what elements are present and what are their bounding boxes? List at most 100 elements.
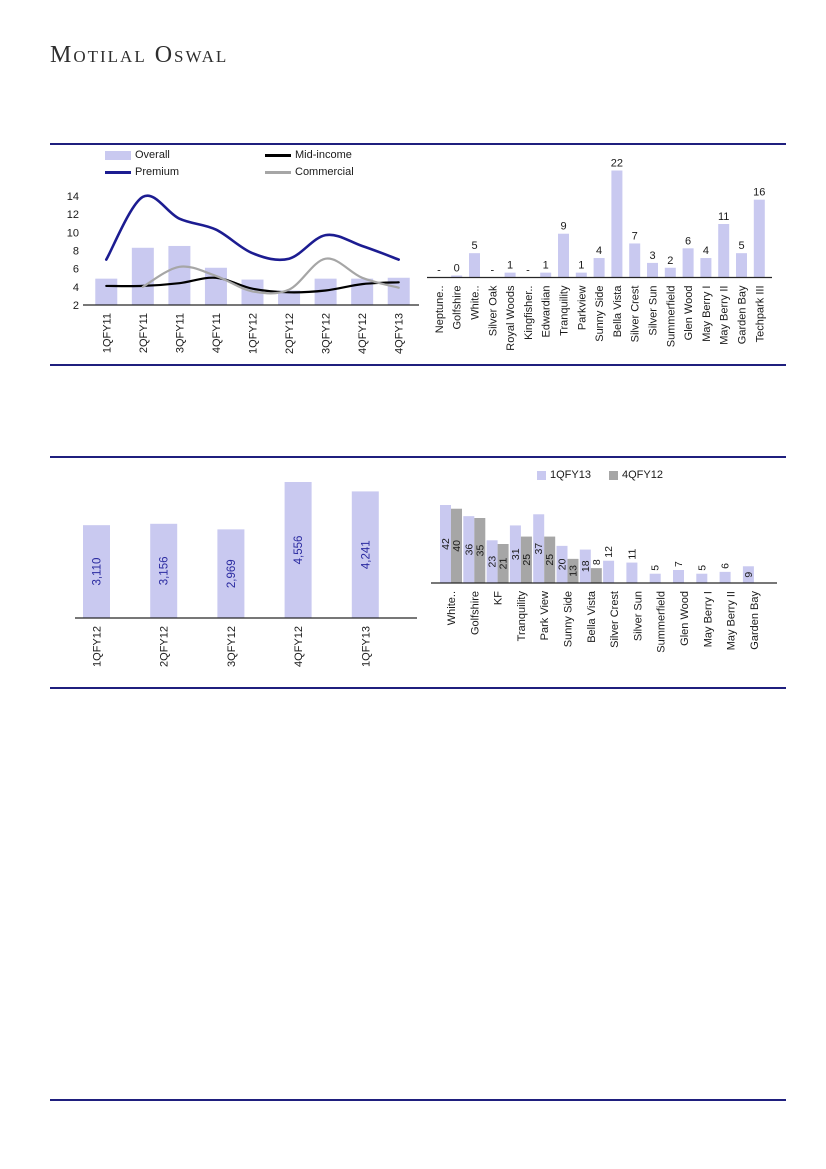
bar-1QFY13-Silver Crest <box>603 560 615 583</box>
category-label-4QFY12: 4QFY12 <box>357 313 369 354</box>
bar-1QFY13-Bella Vista <box>579 549 591 583</box>
category-label-Tranquility: Tranquility <box>559 285 571 336</box>
category-label-Silver Oak: Silver Oak <box>487 285 499 336</box>
value-label-Parkview: 1 <box>578 260 584 272</box>
category-label-Silver Crest: Silver Crest <box>609 591 621 648</box>
bar-1QFY13 <box>351 491 379 618</box>
divider-section2-top <box>50 456 786 458</box>
value-label-1QFY13-May Berry I: 5 <box>696 565 708 571</box>
bar-May Berry II <box>718 224 730 278</box>
bar-Silver Crest <box>629 243 641 278</box>
line-series-Premium <box>104 194 400 262</box>
legend-label-4qfy12: 4QFY12 <box>622 469 663 481</box>
legend-label-1qfy13: 1QFY13 <box>550 469 591 481</box>
y-tick-2: 2 <box>73 300 79 312</box>
category-label-Summerfield: Summerfield <box>665 286 677 348</box>
legend-label-commercial: Commercial <box>295 166 354 178</box>
category-label-2QFY12: 2QFY12 <box>284 313 296 354</box>
category-label-Bella Vista: Bella Vista <box>586 590 598 643</box>
bar-Golfshire <box>451 275 463 278</box>
category-label-Glen Wood: Glen Wood <box>679 591 691 646</box>
overall-bar-swatch <box>105 150 131 160</box>
category-label-Royal Woods: Royal Woods <box>505 285 517 351</box>
bar-1QFY13-White.. <box>440 505 451 583</box>
legend-item-1qfy13: 1QFY13 <box>537 469 591 481</box>
legend-label-mid-income: Mid-income <box>295 149 352 161</box>
value-label-4QFY12-Sunny Side: 13 <box>568 565 580 577</box>
bar-3QFY11 <box>168 245 191 305</box>
category-label-Silver Sun: Silver Sun <box>632 591 644 641</box>
category-label-4QFY12: 4QFY12 <box>293 626 305 667</box>
divider-top <box>50 143 786 145</box>
bar-Garden Bay <box>736 253 747 278</box>
value-label-1QFY13-Glen Wood: 7 <box>673 561 685 567</box>
value-label-4QFY12-Bella Vista: 8 <box>591 559 603 565</box>
category-label-3QFY12: 3QFY12 <box>226 626 238 667</box>
category-label-Silver Crest: Silver Crest <box>630 286 642 343</box>
value-label-Kingfisher..: - <box>526 265 530 277</box>
value-label-Techpark III: 16 <box>753 187 765 199</box>
bar-1QFY13-Silver Sun <box>626 562 638 583</box>
value-label-Royal Woods: 1 <box>507 260 513 272</box>
y-tick-8: 8 <box>73 246 79 258</box>
value-label-White..: 5 <box>471 240 477 252</box>
bar-4QFY12-Park View <box>544 536 556 583</box>
bar-1QFY13-KF <box>486 540 498 583</box>
category-label-White..: White.. <box>470 286 482 320</box>
value-label-4QFY12-White..: 40 <box>451 540 463 552</box>
value-label-1QFY13-KF: 23 <box>487 556 499 568</box>
mid-income-line-swatch <box>265 153 291 157</box>
legend-label-overall: Overall <box>135 149 170 161</box>
value-label-1QFY13-Golfshire: 36 <box>463 544 475 556</box>
1qfy13-swatch <box>537 470 546 480</box>
value-label-4QFY12-Tranquility: 25 <box>521 554 533 566</box>
category-label-Golfshire: Golfshire <box>452 286 464 330</box>
bar-1QFY13-Park View <box>533 514 545 583</box>
bar-1QFY13-Glen Wood <box>673 570 684 583</box>
value-label-1QFY13-Park View: 37 <box>533 543 545 555</box>
value-label-1QFY12: 3,110 <box>92 558 104 586</box>
y-tick-14: 14 <box>67 191 79 203</box>
line-series-Mid-income <box>105 276 400 294</box>
value-label-1QFY13-Sunny Side: 20 <box>557 558 569 570</box>
bar-May Berry I <box>700 258 712 278</box>
y-tick-12: 12 <box>67 209 79 221</box>
bar-1QFY13-Tranquility <box>509 525 521 583</box>
value-label-Glen Wood: 6 <box>685 235 691 247</box>
value-label-Golfshire: 0 <box>454 263 460 275</box>
divider-footer <box>50 1099 786 1101</box>
bar-2QFY12 <box>150 523 178 618</box>
value-label-1QFY13-White..: 42 <box>440 538 452 550</box>
legend-item-mid-income: Mid-income <box>265 149 352 161</box>
bar-White.. <box>469 253 480 278</box>
y-tick-10: 10 <box>67 227 79 239</box>
bar-Techpark III <box>753 199 765 278</box>
category-label-White..: White.. <box>446 591 458 625</box>
bar-4QFY12-KF <box>497 544 509 583</box>
value-label-Garden Bay: 5 <box>738 240 744 252</box>
line-series-Commercial <box>141 257 400 295</box>
value-label-1QFY13: 4,241 <box>360 540 372 569</box>
bar-Sunny Side <box>593 258 605 278</box>
category-label-1QFY13: 1QFY13 <box>360 626 372 667</box>
bar-1QFY13-Golfshire <box>463 516 475 583</box>
value-label-1QFY13-Silver Crest: 12 <box>603 546 615 558</box>
quarterly-trend-combo-chart: 2 4 6 8 10 12 14 1QFY11 2QFY11 3QFY11 4QFY11 1QFY12… <box>67 191 419 354</box>
category-label-1QFY12: 1QFY12 <box>248 313 260 354</box>
legend-label-premium: Premium <box>135 166 180 178</box>
category-label-Edwardian: Edwardian <box>541 286 553 338</box>
value-label-1QFY13-Silver Sun: 11 <box>626 549 638 560</box>
commercial-line-swatch <box>265 170 291 174</box>
bar-1QFY13-Summerfield <box>649 573 661 583</box>
bar-1QFY13-Sunny Side <box>556 545 568 583</box>
value-label-Sunny Side: 4 <box>596 245 602 257</box>
value-label-Tranquility: 9 <box>560 221 566 233</box>
category-label-Glen Wood: Glen Wood <box>683 286 695 341</box>
value-label-1QFY13-Garden Bay: 9 <box>743 572 755 578</box>
value-label-2QFY12: 3,156 <box>159 557 171 586</box>
y-tick-4: 4 <box>73 282 79 294</box>
bar-2QFY11 <box>131 247 154 305</box>
value-label-Summerfield: 2 <box>667 255 673 267</box>
category-label-Park View: Park View <box>539 591 551 640</box>
